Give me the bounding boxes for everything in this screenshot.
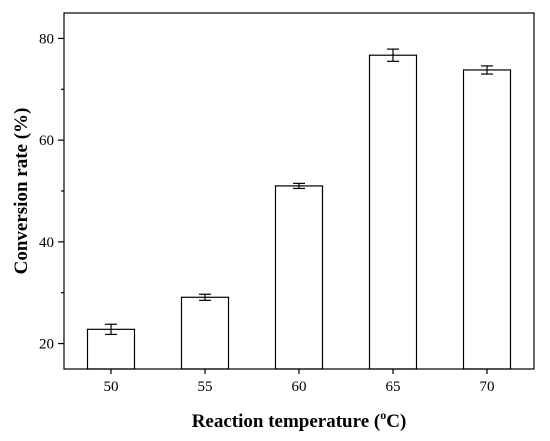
x-tick-label: 60 [292, 379, 307, 395]
error-bars-layer [105, 48, 493, 336]
x-axis-title-open: ( [374, 411, 380, 432]
x-axis-title-superscript: o [380, 408, 386, 422]
bar [86, 328, 136, 370]
x-axis-title-unit: C [386, 411, 400, 432]
bar [462, 69, 512, 370]
x-axis-title-close: ) [400, 411, 406, 432]
y-tick-label: 40 [39, 235, 54, 251]
bar [180, 296, 230, 370]
y-tick-label: 60 [39, 133, 54, 149]
y-tick-label: 20 [39, 337, 54, 353]
bar [274, 185, 324, 370]
x-tick-label: 70 [480, 379, 495, 395]
x-axis-title-main: Reaction temperature [192, 411, 369, 432]
bar [368, 54, 418, 370]
bars-layer [86, 54, 512, 370]
x-tick-label: 65 [386, 379, 401, 395]
x-axis-title: Reaction temperature (oC) [192, 408, 407, 432]
plot-frame [63, 12, 535, 370]
ticks-layer: 50 55 60 65 70 20 40 60 80 [39, 31, 495, 395]
x-tick-label: 50 [104, 379, 119, 395]
y-axis-title: Conversion rate (%) [11, 108, 32, 275]
y-tick-label: 80 [39, 31, 54, 47]
x-tick-label: 55 [198, 379, 213, 395]
